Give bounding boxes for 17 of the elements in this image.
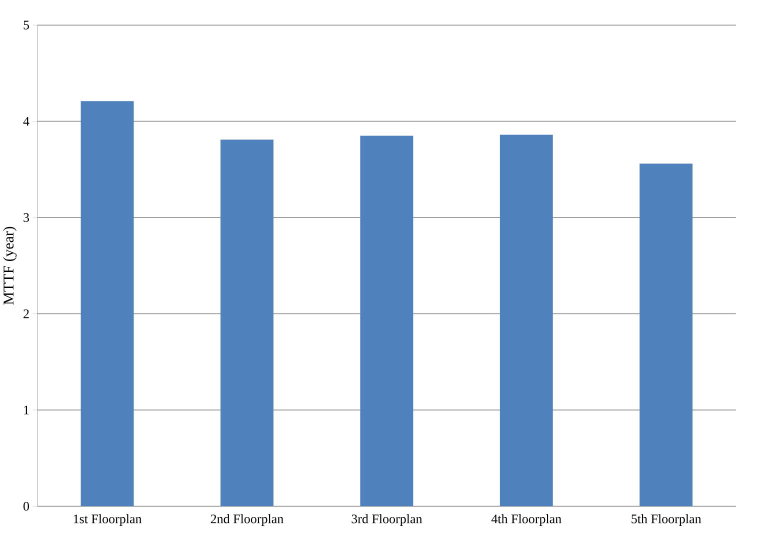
y-tick-label: 4 bbox=[23, 116, 30, 126]
x-tick-label: 2nd Floorplan bbox=[210, 514, 284, 526]
x-tick-label: 4th Floorplan bbox=[491, 514, 562, 526]
y-tick-label: 3 bbox=[24, 213, 30, 222]
x-tick-label: 5th Floorplan bbox=[632, 514, 702, 526]
x-tick-label: 3rd Floorplan bbox=[352, 514, 422, 526]
y-tick-label: 1 bbox=[24, 406, 29, 414]
x-tick-label: 1st Floorplan bbox=[74, 514, 142, 526]
y-tick-label: 2 bbox=[24, 309, 29, 318]
bar bbox=[360, 136, 414, 506]
bar bbox=[500, 134, 553, 506]
bar bbox=[220, 140, 274, 506]
y-axis-title: MTTF (year) bbox=[3, 226, 17, 305]
bar bbox=[80, 101, 134, 506]
y-tick-label: 0 bbox=[23, 502, 30, 511]
y-tick-label: 5 bbox=[24, 20, 30, 30]
bar bbox=[640, 164, 693, 506]
